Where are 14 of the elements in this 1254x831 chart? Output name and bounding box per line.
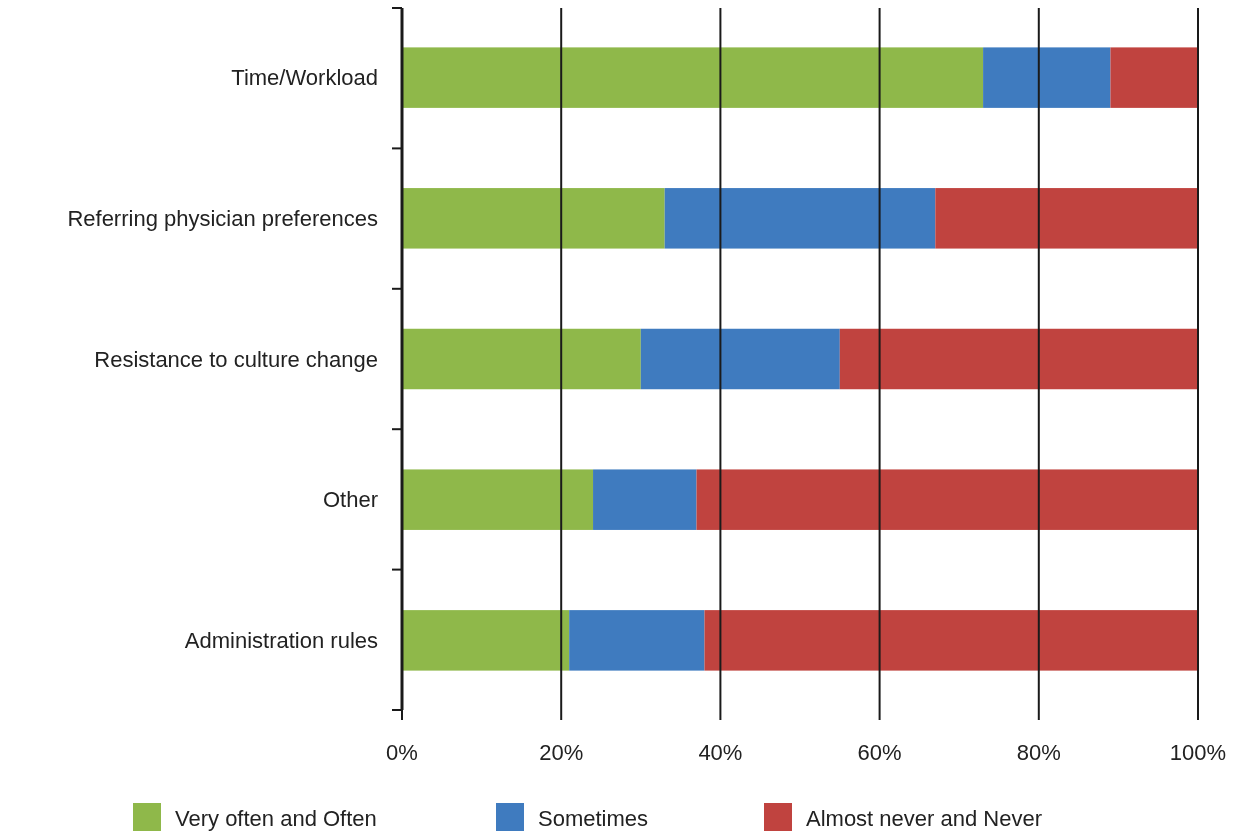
x-tick-label: 60% — [857, 740, 902, 765]
legend-label: Almost never and Never — [806, 805, 1042, 831]
x-tick-label: 100% — [1169, 740, 1227, 765]
legend-label: Sometimes — [538, 805, 649, 831]
y-tick-label: Time/Workload — [231, 65, 378, 91]
x-tick-label: 40% — [698, 740, 743, 765]
y-tick-label: Administration rules — [184, 628, 378, 654]
y-tick-label: Resistance to culture change — [94, 346, 378, 372]
x-tick-label: 80% — [1016, 740, 1061, 765]
x-tick-label: 0% — [386, 740, 418, 765]
y-tick-label: Other — [322, 487, 378, 513]
legend-label: Very often and Often — [175, 805, 377, 831]
x-tick-label: 20% — [539, 740, 584, 765]
y-tick-label: Referring physician preferences — [67, 206, 378, 232]
